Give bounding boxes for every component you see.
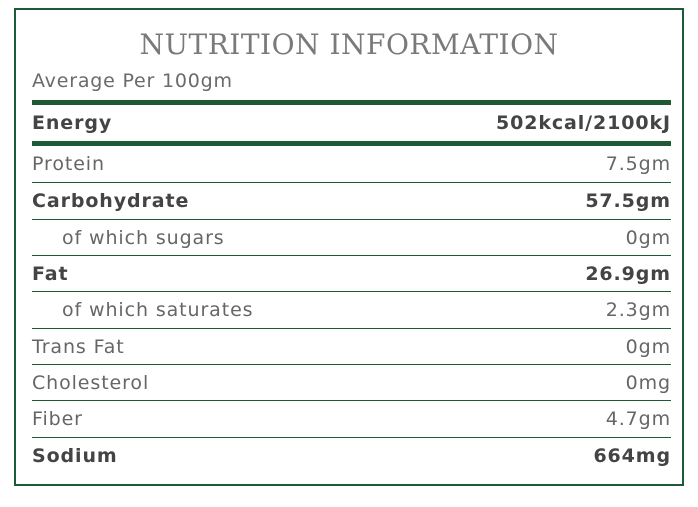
panel-subtitle: Average Per 100gm — [32, 70, 233, 92]
thick-divider-bottom — [32, 141, 671, 146]
nutrient-value: 2.3gm — [605, 299, 671, 321]
nutrient-row-saturates: of which saturates 2.3gm — [32, 292, 671, 329]
nutrient-row-trans-fat: Trans Fat 0gm — [32, 329, 671, 365]
nutrition-panel: NUTRITION INFORMATION Average Per 100gm … — [14, 8, 684, 486]
nutrient-value: 26.9gm — [585, 262, 671, 285]
nutrient-value: 7.5gm — [605, 153, 671, 175]
energy-value: 502kcal/2100kJ — [495, 112, 671, 134]
nutrient-label: Trans Fat — [32, 335, 125, 358]
nutrient-label: Fiber — [32, 408, 83, 430]
nutrient-row-fiber: Fiber 4.7gm — [32, 401, 671, 438]
nutrient-row-cholesterol: Cholesterol 0mg — [32, 365, 671, 401]
energy-row: Energy 502kcal/2100kJ — [32, 105, 671, 141]
panel-title: NUTRITION INFORMATION — [139, 28, 559, 61]
nutrient-value: 0gm — [625, 226, 671, 249]
nutrient-label: Cholesterol — [32, 371, 150, 394]
nutrient-label: Carbohydrate — [32, 190, 190, 212]
nutrient-value: 57.5gm — [585, 190, 671, 212]
nutrient-label: of which sugars — [62, 226, 225, 249]
nutrient-row-fat: Fat 26.9gm — [32, 256, 671, 292]
nutrient-value: 0gm — [625, 335, 671, 358]
nutrient-value: 0mg — [625, 371, 671, 394]
thick-divider-top — [32, 100, 671, 105]
nutrient-label: Fat — [32, 262, 69, 285]
nutrient-value: 664mg — [593, 445, 671, 467]
nutrient-row-sodium: Sodium 664mg — [32, 438, 671, 474]
nutrient-label: of which saturates — [62, 299, 254, 321]
energy-label: Energy — [32, 112, 113, 134]
nutrient-label: Protein — [32, 153, 105, 175]
nutrient-row-protein: Protein 7.5gm — [32, 146, 671, 183]
nutrient-row-sugars: of which sugars 0gm — [32, 220, 671, 256]
nutrient-value: 4.7gm — [605, 408, 671, 430]
nutrient-label: Sodium — [32, 445, 118, 467]
nutrient-row-carbohydrate: Carbohydrate 57.5gm — [32, 183, 671, 220]
